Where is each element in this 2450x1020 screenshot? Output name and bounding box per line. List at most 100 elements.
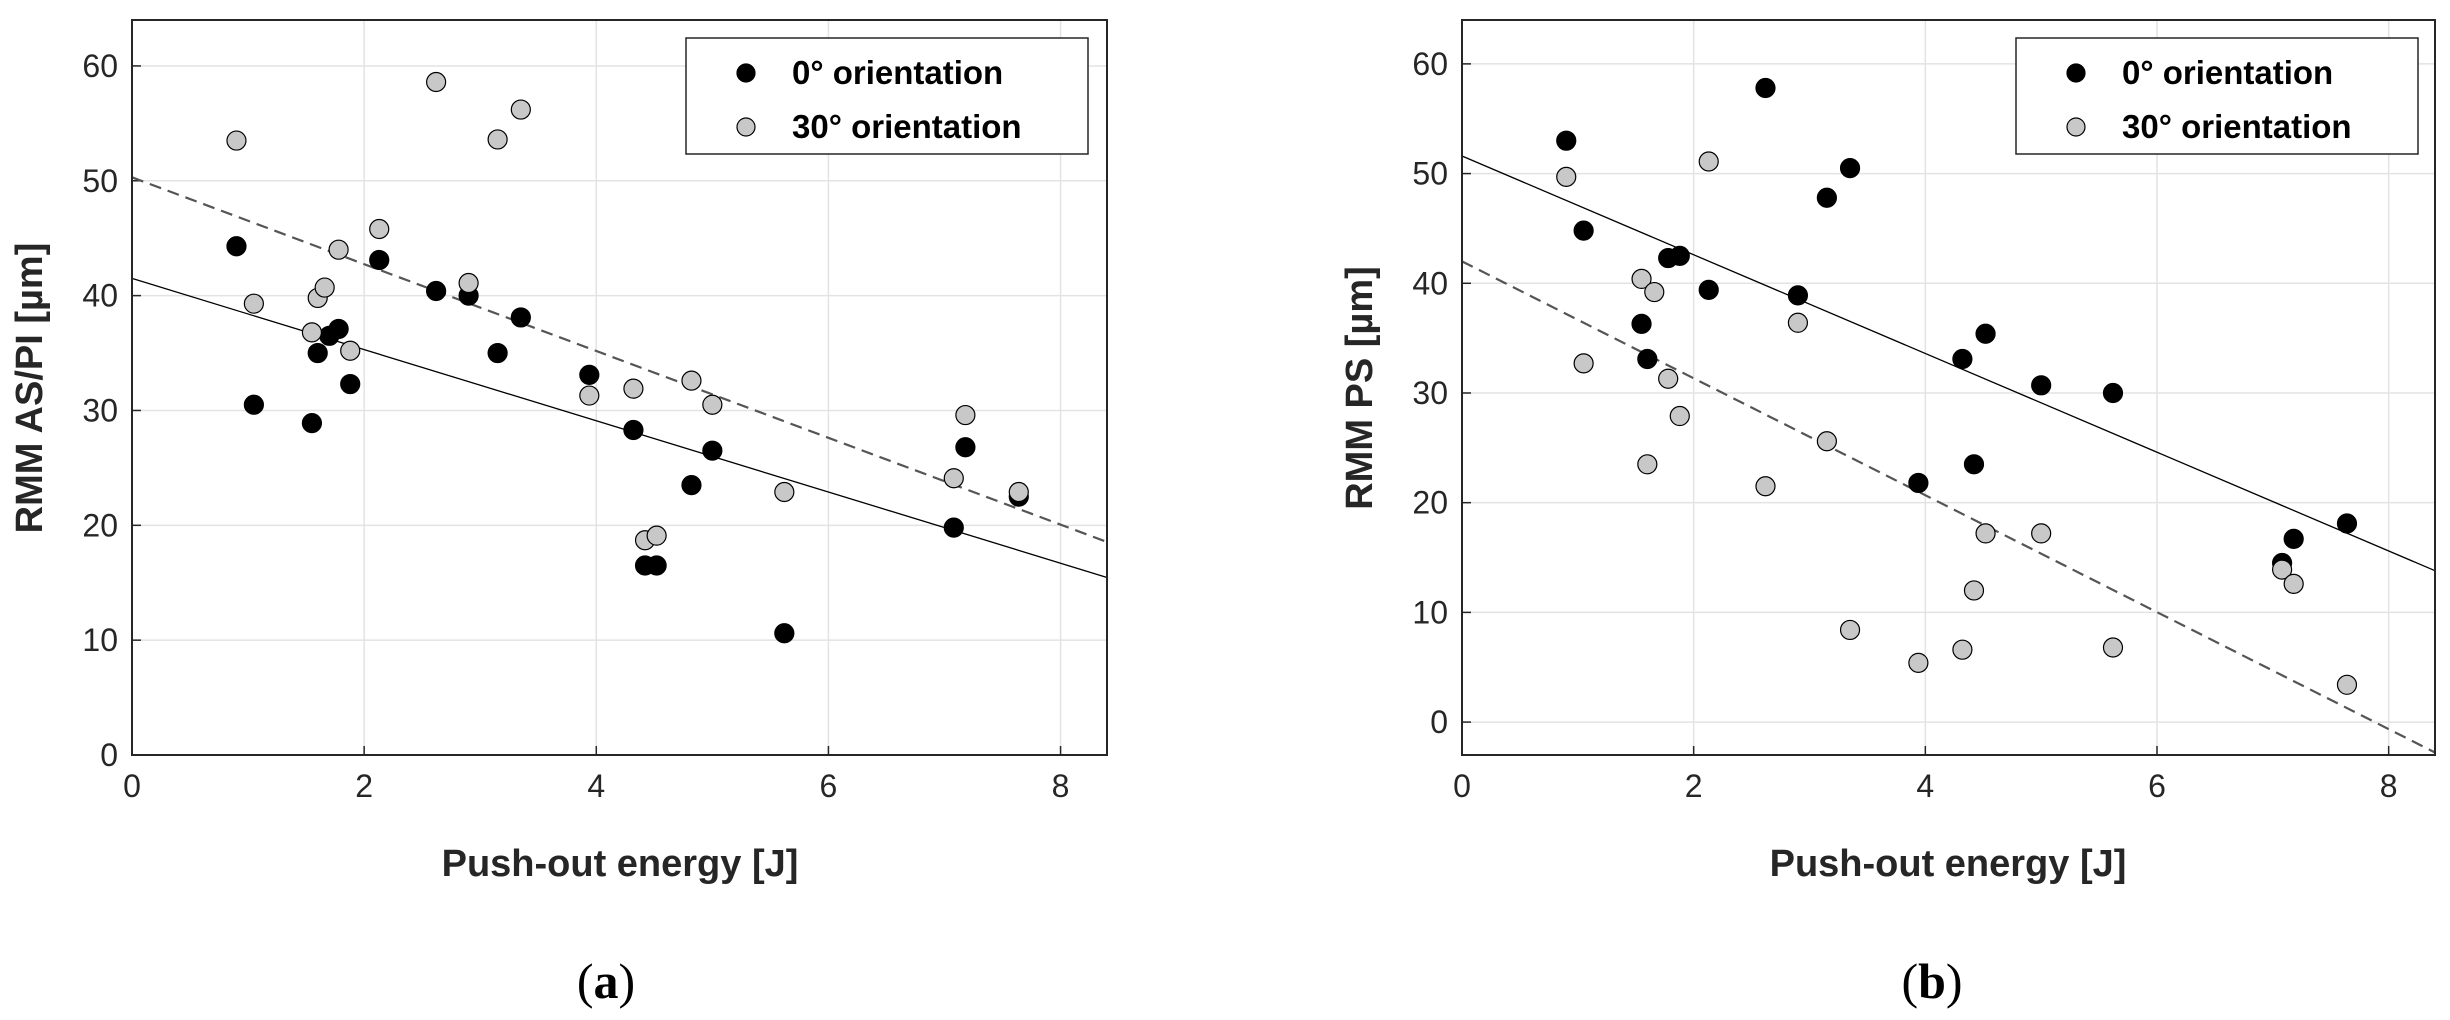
fit-line-b-0 xyxy=(1461,155,2436,572)
plot-frame-a xyxy=(131,19,1108,756)
caption-letter-b: b xyxy=(1918,953,1946,1009)
caption-open-b: ( xyxy=(1901,953,1918,1009)
data-point-b-1 xyxy=(1787,312,1809,333)
data-point-b-0 xyxy=(1908,472,1929,494)
chart-panel-b: 0 2 4 6 8 0 10 20 30 40 50 60 0° orientation 30° o… xyxy=(1339,19,2436,1009)
x-tick-label: 6 xyxy=(2148,768,2166,804)
data-point-b-0 xyxy=(1573,220,1594,241)
data-point-b-0 xyxy=(1963,454,1985,475)
data-point-b-1 xyxy=(1631,268,1652,289)
data-point-a-0 xyxy=(774,623,795,644)
data-point-a-0 xyxy=(943,517,964,538)
y-axis-label-b: RMM PS [µm] xyxy=(1339,266,1381,510)
data-point-a-1 xyxy=(340,340,361,361)
data-point-a-1 xyxy=(426,71,447,93)
data-point-a-0 xyxy=(301,413,323,434)
y-tick-label: 60 xyxy=(82,48,118,84)
data-point-a-0 xyxy=(243,394,264,415)
data-point-a-0 xyxy=(646,555,667,576)
caption-close-a: ) xyxy=(619,953,636,1009)
data-point-a-0 xyxy=(681,475,702,496)
legend-marker-a-0 xyxy=(736,63,756,83)
data-point-b-1 xyxy=(2102,637,2124,658)
data-point-a-1 xyxy=(314,277,335,298)
data-points-a xyxy=(226,71,1029,644)
data-point-b-1 xyxy=(2272,559,2293,580)
panel-caption-b: (b) xyxy=(1901,953,1962,1009)
data-point-a-0 xyxy=(426,280,447,302)
data-point-b-0 xyxy=(2283,528,2304,549)
data-point-b-0 xyxy=(1755,77,1776,99)
fit-line-a-1 xyxy=(131,176,1108,544)
data-point-b-1 xyxy=(1573,353,1594,374)
x-tick-label: 8 xyxy=(2380,768,2398,804)
x-tick-label: 0 xyxy=(1453,768,1471,804)
data-point-b-1 xyxy=(1637,454,1658,475)
y-tick-label: 60 xyxy=(1412,46,1448,82)
legend-marker-b-0 xyxy=(2066,63,2086,83)
y-tick-label: 10 xyxy=(1412,594,1448,630)
data-point-b-0 xyxy=(1816,187,1837,208)
data-point-b-1 xyxy=(1755,476,1776,497)
legend-marker-a-1 xyxy=(736,117,756,137)
data-point-b-0 xyxy=(1698,279,1719,300)
data-point-a-1 xyxy=(623,378,644,399)
data-point-a-0 xyxy=(510,307,531,328)
data-point-b-0 xyxy=(2031,375,2052,396)
y-tick-label: 20 xyxy=(1412,485,1448,521)
data-point-a-1 xyxy=(301,322,323,343)
data-point-a-1 xyxy=(510,99,531,120)
y-tick-label: 30 xyxy=(82,392,118,428)
data-point-b-1 xyxy=(1698,151,1719,172)
data-points-b xyxy=(1556,77,2358,695)
data-point-a-0 xyxy=(623,419,644,441)
data-point-b-1 xyxy=(2031,523,2052,544)
data-point-b-0 xyxy=(1637,348,1658,370)
plot-frame-b xyxy=(1461,19,2436,756)
y-tick-label: 50 xyxy=(82,163,118,199)
x-tick-label: 0 xyxy=(123,768,141,804)
data-point-a-1 xyxy=(579,385,600,406)
data-point-b-1 xyxy=(1556,166,1577,187)
x-tick-label: 6 xyxy=(820,768,838,804)
x-tick-label: 4 xyxy=(1916,768,1934,804)
x-tick-label: 8 xyxy=(1052,768,1070,804)
data-point-b-1 xyxy=(1839,619,1861,641)
data-point-a-1 xyxy=(487,129,508,150)
data-point-a-0 xyxy=(702,440,723,461)
data-point-a-1 xyxy=(328,239,349,260)
legend-label-b-0: 0° orientation xyxy=(2122,54,2333,91)
y-tick-label: 20 xyxy=(82,507,118,543)
y-tick-labels-b: 0 10 20 30 40 50 60 xyxy=(1412,46,1448,740)
data-point-b-0 xyxy=(1975,323,1996,344)
legend-label-a-0: 0° orientation xyxy=(792,54,1003,91)
fit-lines-b xyxy=(1461,155,2436,754)
legend-b: 0° orientation 30° orientation xyxy=(2015,37,2419,155)
data-point-b-1 xyxy=(2336,674,2358,695)
x-tick-labels-a: 0 2 4 6 8 xyxy=(123,768,1069,804)
data-point-b-0 xyxy=(1556,130,1577,151)
data-point-b-0 xyxy=(1787,285,1809,306)
data-point-a-1 xyxy=(774,481,795,503)
data-point-a-1 xyxy=(943,468,964,489)
data-point-b-0 xyxy=(1669,245,1690,266)
y-tick-label: 40 xyxy=(1412,265,1448,301)
data-point-b-1 xyxy=(1975,523,1996,544)
legend-label-a-1: 30° orientation xyxy=(792,108,1022,145)
x-tick-label: 2 xyxy=(355,768,373,804)
data-point-a-0 xyxy=(226,236,247,257)
panel-caption-a: (a) xyxy=(577,953,635,1009)
data-point-a-1 xyxy=(955,404,976,426)
fit-line-b-1 xyxy=(1461,260,2436,754)
y-tick-label: 30 xyxy=(1412,375,1448,411)
data-point-a-1 xyxy=(243,293,264,314)
data-point-a-1 xyxy=(226,130,247,151)
data-point-a-0 xyxy=(340,373,361,395)
x-tick-label: 2 xyxy=(1685,768,1703,804)
data-point-b-0 xyxy=(2336,513,2358,534)
chart-panel-a: 0 2 4 6 8 0 10 20 30 40 50 60 0° orientation 30° o… xyxy=(9,19,1108,1009)
y-tick-label: 40 xyxy=(82,278,118,314)
data-point-a-0 xyxy=(328,318,349,340)
legend-box-b xyxy=(2015,37,2419,155)
data-point-a-0 xyxy=(579,364,600,385)
